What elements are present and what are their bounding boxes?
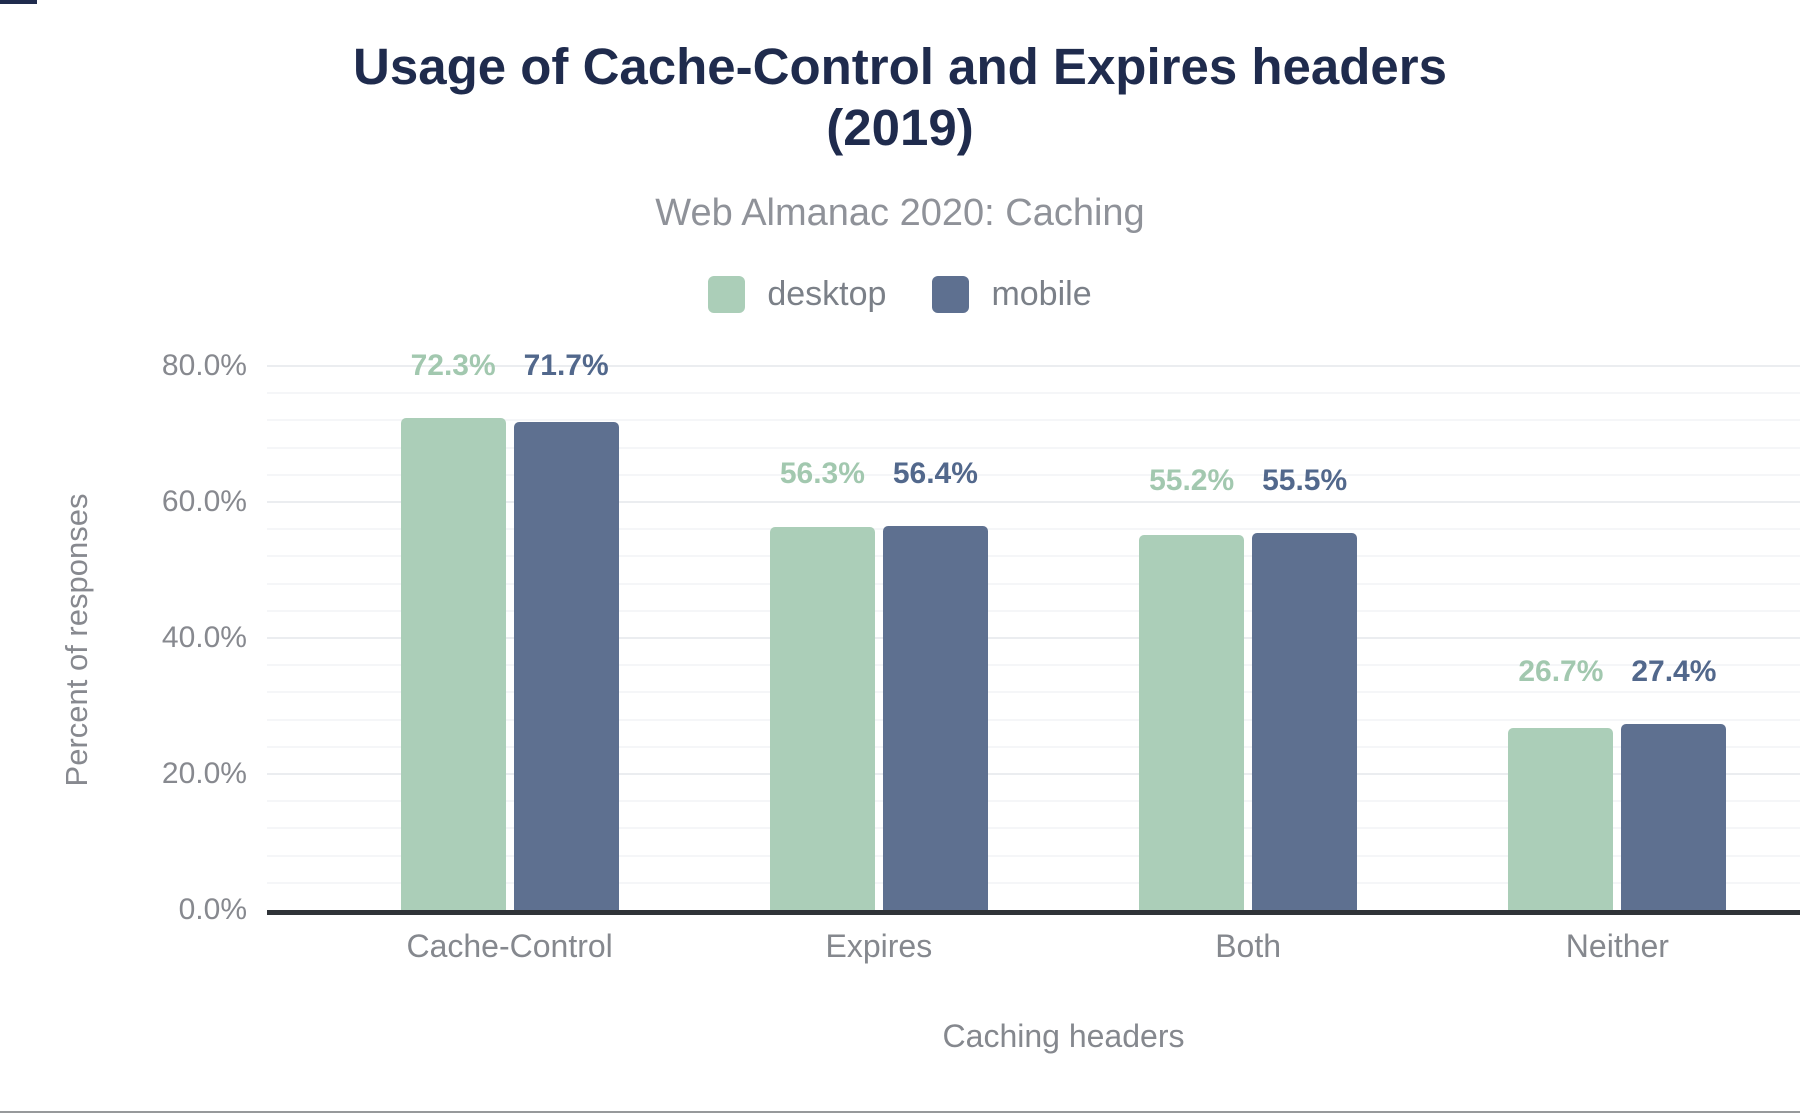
legend: desktop mobile (0, 276, 1800, 313)
chart-title-line-1: Usage of Cache-Control and Expires heade… (353, 38, 1447, 95)
gridline-major-60 (267, 501, 1800, 503)
plot-area: 72.3% 71.7% 56.3% 56.4% 55.2% 55.5% 26.7% 27.4% (267, 350, 1800, 915)
gridline-minor-16 (267, 800, 1800, 803)
gridline-minor-36 (267, 664, 1800, 667)
bar-label-row-neither: 26.7% 27.4% (1433, 654, 1800, 688)
bar-value-label-mobile-expires: 56.4% (892, 457, 978, 491)
x-category-label-expires: Expires (825, 928, 933, 964)
bar-value-label-mobile-neither: 27.4% (1631, 654, 1717, 688)
bar-label-row-cache-control: 72.3% 71.7% (325, 350, 694, 382)
gridline-major-20 (267, 773, 1800, 775)
y-tick-label-0: 0.0% (178, 893, 247, 926)
bar-group-neither: 26.7% 27.4% (1433, 366, 1800, 910)
legend-item-mobile[interactable]: mobile (932, 275, 1092, 313)
gridline-minor-32 (267, 691, 1800, 694)
gridline-major-40 (267, 637, 1800, 639)
gridline-minor-56 (267, 528, 1800, 531)
legend-label-desktop: desktop (767, 275, 887, 313)
y-tick-label-80: 80.0% (161, 349, 247, 382)
gridline-minor-72 (267, 419, 1800, 422)
x-axis-title: Caching headers (942, 1018, 1185, 1054)
bar-value-label-desktop-neither: 26.7% (1518, 654, 1604, 688)
y-axis-ticks: 0.0% 20.0% 40.0% 60.0% 80.0% (97, 0, 247, 1113)
bar-mobile-expires[interactable] (882, 526, 988, 910)
bar-label-row-both: 55.2% 55.5% (1064, 463, 1433, 497)
bar-mobile-cache-control[interactable] (513, 422, 619, 910)
top-left-mark (0, 0, 37, 4)
x-category-label-neither: Neither (1565, 928, 1669, 964)
x-axis-labels: Cache-Control Expires Both Neither (267, 928, 1800, 965)
y-axis-title: Percent of responses (59, 493, 94, 787)
bottom-border (0, 1111, 1800, 1113)
bar-mobile-both[interactable] (1252, 532, 1358, 910)
gridline-minor-52 (267, 555, 1800, 558)
gridline-minor-44 (267, 609, 1800, 612)
legend-label-mobile: mobile (991, 275, 1092, 313)
bar-group-cache-control: 72.3% 71.7% (325, 350, 694, 910)
y-tick-label-60: 60.0% (161, 485, 247, 518)
bar-value-label-mobile-cache-control: 71.7% (523, 349, 609, 383)
bar-group-both: 55.2% 55.5% (1064, 366, 1433, 910)
gridline-minor-68 (267, 446, 1800, 449)
chart-title-line-2: (2019) (826, 99, 974, 156)
bar-group-expires: 56.3% 56.4% (694, 366, 1063, 910)
chart-subtitle: Web Almanac 2020: Caching (655, 192, 1145, 234)
bar-desktop-neither[interactable] (1508, 728, 1614, 910)
bar-value-label-desktop-both: 55.2% (1149, 463, 1235, 497)
bar-value-label-desktop-cache-control: 72.3% (410, 349, 496, 383)
gridline-minor-64 (267, 473, 1800, 476)
gridline-minor-4 (267, 881, 1800, 884)
gridline-minor-8 (267, 854, 1800, 857)
bar-label-row-expires: 56.3% 56.4% (694, 458, 1063, 490)
legend-item-desktop[interactable]: desktop (708, 276, 886, 313)
legend-swatch-mobile-icon (932, 276, 970, 313)
gridline-minor-24 (267, 745, 1800, 748)
bar-value-label-mobile-both: 55.5% (1262, 463, 1348, 497)
gridline-minor-28 (267, 718, 1800, 721)
bar-mobile-neither[interactable] (1621, 723, 1727, 910)
bar-value-label-desktop-expires: 56.3% (779, 457, 865, 491)
y-tick-label-20: 20.0% (161, 757, 247, 790)
bar-desktop-cache-control[interactable] (400, 418, 506, 910)
y-tick-label-40: 40.0% (161, 621, 247, 654)
x-category-label-cache-control: Cache-Control (406, 928, 613, 964)
gridline-minor-48 (267, 582, 1800, 585)
bar-desktop-both[interactable] (1139, 534, 1245, 910)
gridline-major-80 (267, 365, 1800, 367)
x-category-label-both: Both (1215, 928, 1282, 964)
chart-title: Usage of Cache-Control and Expires heade… (0, 36, 1800, 158)
gridline-minor-76 (267, 392, 1800, 395)
bar-desktop-expires[interactable] (769, 527, 875, 910)
legend-swatch-desktop-icon (708, 276, 746, 313)
gridline-minor-12 (267, 827, 1800, 830)
